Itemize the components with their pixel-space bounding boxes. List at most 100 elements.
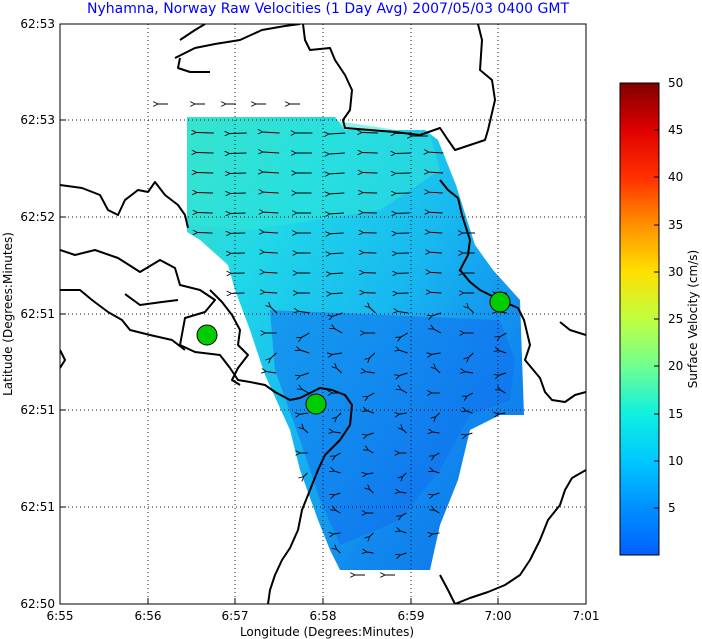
velocity-arrow xyxy=(400,492,407,493)
velocity-arrow xyxy=(271,307,278,314)
velocity-arrow xyxy=(265,292,278,293)
velocity-arrow xyxy=(469,352,474,357)
colorbar-tick-label: 25 xyxy=(668,312,683,326)
velocity-arrow xyxy=(329,153,345,154)
velocity-arrow xyxy=(196,132,214,133)
velocity-arrow xyxy=(333,312,343,316)
velocity-arrow xyxy=(467,392,473,396)
velocity-arrow xyxy=(299,311,310,314)
y-tick-label: 62:51 xyxy=(20,500,55,514)
velocity-arrow xyxy=(330,193,345,194)
velocity-arrow xyxy=(436,369,441,374)
velocity-arrow xyxy=(429,192,443,193)
x-tick-label: 6:56 xyxy=(135,609,162,623)
velocity-arrow xyxy=(300,350,310,354)
velocity-arrow xyxy=(335,452,341,456)
colorbar-label: Surface Velocity (cm/s) xyxy=(686,250,700,388)
velocity-arrow xyxy=(264,252,278,253)
velocity-arrow xyxy=(398,311,409,313)
velocity-arrow xyxy=(263,192,279,193)
velocity-arrow xyxy=(331,293,343,294)
velocity-arrow xyxy=(400,552,407,555)
velocity-arrow xyxy=(334,471,341,474)
velocity-arrow xyxy=(367,432,374,435)
radar-station xyxy=(489,291,511,313)
y-tick-label: 62:53 xyxy=(20,17,55,31)
velocity-field-cyan xyxy=(187,117,440,230)
radar-station xyxy=(305,393,327,415)
velocity-arrow xyxy=(401,332,409,337)
velocity-arrow xyxy=(367,473,374,474)
velocity-arrow xyxy=(266,372,277,373)
velocity-arrow xyxy=(429,172,444,173)
colorbar-tick-label: 30 xyxy=(668,265,683,279)
x-tick-label: 6:59 xyxy=(398,609,425,623)
x-axis: 6:55 6:56 6:57 6:58 6:59 7:00 7:01 Longi… xyxy=(47,598,600,639)
colorbar-tick-label: 45 xyxy=(668,123,683,137)
coastline xyxy=(60,24,586,604)
velocity-field-core xyxy=(270,310,515,545)
velocity-arrow xyxy=(370,308,376,314)
colorbar: 5 10 15 20 25 30 35 40 45 50 Surface Vel… xyxy=(619,76,700,556)
velocity-arrow xyxy=(469,308,475,314)
colorbar-tick-label: 15 xyxy=(668,407,683,421)
x-axis-label: Longitude (Degrees:Minutes) xyxy=(240,625,414,639)
colorbar-tick-label: 35 xyxy=(668,218,683,232)
y-tick-label: 62:50 xyxy=(20,597,55,611)
velocity-arrow xyxy=(434,452,440,456)
velocity-arrow xyxy=(335,510,341,514)
velocity-arrow xyxy=(500,332,507,337)
velocity-arrow xyxy=(433,533,440,534)
velocity-arrow xyxy=(370,352,376,358)
velocity-arrow xyxy=(337,368,343,374)
velocity-arrow xyxy=(368,392,375,396)
velocity-arrow xyxy=(403,472,407,476)
velocity-arrow xyxy=(499,413,506,414)
y-axis-label: Latitude (Degrees:Minutes) xyxy=(1,232,15,396)
grid xyxy=(60,24,586,604)
velocity-arrow xyxy=(434,510,440,514)
velocity-arrow xyxy=(330,233,344,234)
velocity-arrow xyxy=(401,390,408,394)
velocity-arrow xyxy=(466,432,473,435)
velocity-arrow xyxy=(436,412,440,417)
velocity-arrow xyxy=(432,312,442,316)
velocity-arrow xyxy=(368,450,374,454)
velocity-arrow xyxy=(400,372,408,376)
velocity-arrow xyxy=(366,372,375,373)
velocity-arrow xyxy=(330,213,345,214)
velocity-arrow xyxy=(337,550,341,554)
colorbar-tick-label: 40 xyxy=(668,170,683,184)
velocity-arrow xyxy=(264,232,279,233)
velocity-arrow xyxy=(432,353,441,354)
velocity-arrow xyxy=(300,372,310,376)
chart-title: Nyhamna, Norway Raw Velocities (1 Day Av… xyxy=(87,1,569,17)
x-tick-label: 6:55 xyxy=(47,609,74,623)
velocity-arrow xyxy=(499,372,507,375)
velocity-arrow xyxy=(434,329,442,334)
velocity-arrow xyxy=(367,552,374,553)
velocity-arrow xyxy=(263,132,280,133)
y-tick-label: 62:52 xyxy=(20,210,55,224)
velocity-arrow xyxy=(367,411,375,414)
x-tick-label: 6:57 xyxy=(222,609,249,623)
velocity-arrow xyxy=(399,413,407,414)
x-tick-label: 7:01 xyxy=(573,609,600,623)
colorbar-gradient xyxy=(619,82,660,556)
velocity-arrow xyxy=(465,372,474,373)
velocity-arrow xyxy=(430,252,442,253)
velocity-arrow xyxy=(370,490,374,494)
velocity-arrow xyxy=(229,133,247,134)
velocity-arrow xyxy=(230,153,247,154)
velocity-arrow xyxy=(334,533,341,534)
x-tick-label: 7:00 xyxy=(485,609,512,623)
velocity-arrow xyxy=(399,350,408,354)
velocity-arrow xyxy=(433,471,440,474)
y-tick-label: 62:51 xyxy=(20,307,55,321)
colorbar-tick-label: 5 xyxy=(668,501,676,515)
velocity-arrow xyxy=(466,411,473,414)
y-tick-label: 62:51 xyxy=(20,403,55,417)
velocity-arrow xyxy=(433,432,440,433)
radar-station xyxy=(196,324,218,346)
